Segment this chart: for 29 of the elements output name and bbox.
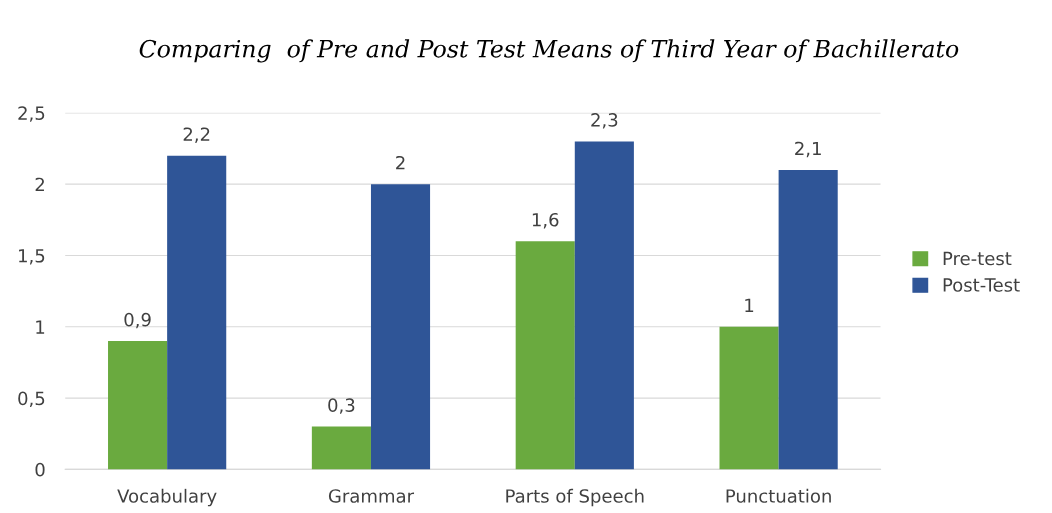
data-label: 2 [396,155,405,170]
data-label: 1 [745,298,754,312]
data-label: 0,9 [124,312,151,329]
x-tick-label: Vocabulary [117,488,217,507]
x-tick-label: Punctuation [726,488,831,503]
bar [778,169,838,470]
bar [311,426,371,470]
bar [370,184,431,470]
chart-title: Comparing of Pre and Post Test Means of Third Year of Bachillerato [139,39,959,63]
y-tick-label: 2 [35,177,44,192]
y-tick-label: 0,5 [18,391,45,408]
bar [719,326,779,470]
bar [574,141,634,470]
y-tick-label: 1,5 [19,249,45,265]
data-label: 2,2 [183,127,210,143]
bar [167,155,227,470]
y-tick-label: 0 [35,462,45,477]
x-tick-label: Parts of Speech [506,488,644,507]
x-tick-label: Grammar [328,489,415,503]
y-tick-label: 2,5 [18,106,45,122]
data-label: 1,6 [532,212,559,229]
data-label: 2,1 [795,141,821,158]
legend-label: Post-Test [943,278,1020,292]
bar [108,341,168,470]
legend-label: Pre-test [943,251,1012,266]
data-label: 2,3 [591,113,618,129]
data-label: 0,3 [328,398,355,414]
bar [515,241,575,470]
y-tick-label: 1 [36,320,45,334]
